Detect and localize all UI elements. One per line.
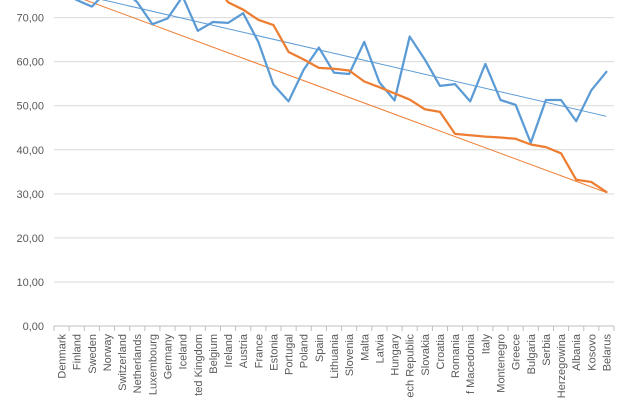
trendline-2 [83,0,607,193]
x-tick-label: Croatia [435,333,447,369]
x-tick-label: Kosovo [586,334,598,371]
trendlines [83,0,607,193]
x-tick-label: Hungary [390,334,402,376]
trendline-1 [101,0,607,117]
series-line-2 [224,0,608,194]
x-tick-label: Spain [314,334,326,362]
x-tick-label: f Macedonia [465,333,477,394]
x-tick-label: Sweden [87,334,99,374]
x-tick-label: Montenegro [495,334,507,393]
x-tick-label: Greece [511,334,523,370]
y-tick-label: 20,00 [16,233,44,245]
y-tick-label: 70,00 [16,13,44,25]
x-tick-label: Netherlands [132,334,144,394]
x-tick-label: Iceland [178,334,190,369]
x-tick-label: Denmark [57,334,69,379]
x-tick-label: France [253,334,265,368]
x-tick-label: Slovenia [344,333,356,376]
y-tick-label: 0,00 [23,321,44,333]
x-tick-label: Estonia [268,333,280,371]
x-tick-label: ted Kingdom [193,334,205,396]
x-tick-label: Romania [450,333,462,378]
x-tick-label: Norway [102,334,114,372]
y-tick-label: 50,00 [16,101,44,113]
x-axis: Denmark Finland Sweden Norway Switzerland Net… [53,325,615,398]
x-tick-label: Herzegowina [556,333,568,398]
x-tick-label: Germany [163,334,175,380]
x-tick-label: Serbia [541,333,553,366]
x-tick-label: Lithuania [329,333,341,379]
series-line-1 [74,0,608,144]
x-tick-label: Austria [238,333,250,368]
x-tick-label: Bulgaria [526,333,538,374]
x-tick-label: Latvia [374,333,386,363]
x-tick-label: Slovakia [420,333,432,375]
series-lines [74,0,608,194]
x-tick-label: Finland [72,334,84,370]
y-tick-label: 40,00 [16,145,44,157]
x-tick-label: Belgium [208,334,220,374]
x-tick-label: Switzerland [117,334,129,391]
x-tick-label: Belarus [601,334,613,372]
gridlines [54,17,614,327]
x-tick-label: Portugal [284,334,296,375]
y-tick-label: 30,00 [16,189,44,201]
y-tick-label: 10,00 [16,277,44,289]
x-tick-label: Malta [359,333,371,361]
x-tick-label: Ireland [223,334,235,368]
x-tick-label: Albania [571,333,583,371]
x-tick-label: Poland [299,334,311,368]
x-tick-label: Luxembourg [147,334,159,395]
y-tick-label: 60,00 [16,57,44,69]
y-axis: 0,00 10,00 20,00 30,00 40,00 50,00 60,00 70,00 [16,13,44,333]
x-tick-label: Italy [480,334,492,355]
x-tick-label: ech Republic [405,334,417,398]
